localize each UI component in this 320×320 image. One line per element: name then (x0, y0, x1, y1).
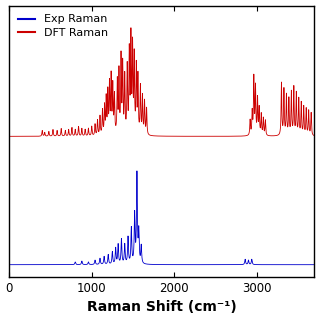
Exp Raman (203, 263, 207, 267)
DFT Raman (293, 121, 297, 125)
DFT Raman (192, 134, 196, 138)
Line: DFT Raman: DFT Raman (9, 28, 315, 136)
DFT Raman (7, 134, 11, 138)
Exp Raman (84, 262, 87, 266)
Exp Raman (135, 169, 139, 173)
Exp Raman (313, 263, 316, 267)
Line: Exp Raman: Exp Raman (9, 171, 315, 265)
Legend: Exp Raman, DFT Raman: Exp Raman, DFT Raman (15, 11, 111, 41)
Exp Raman (226, 263, 230, 267)
Exp Raman (293, 263, 297, 267)
Exp Raman (152, 262, 156, 266)
DFT Raman (152, 134, 156, 138)
DFT Raman (129, 26, 133, 30)
DFT Raman (84, 128, 87, 132)
Exp Raman (192, 263, 196, 267)
X-axis label: Raman Shift (cm⁻¹): Raman Shift (cm⁻¹) (87, 300, 237, 315)
Exp Raman (7, 263, 11, 267)
DFT Raman (313, 134, 316, 138)
DFT Raman (203, 134, 207, 138)
DFT Raman (226, 134, 230, 138)
